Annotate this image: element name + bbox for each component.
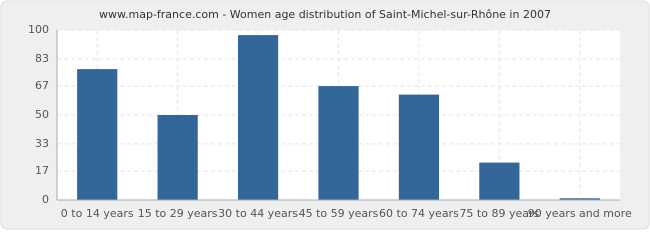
x-tick-label: 30 to 44 years — [218, 207, 298, 220]
y-tick-label: 83 — [35, 52, 49, 65]
y-tick-label: 50 — [35, 108, 49, 121]
x-tick-label: 0 to 14 years — [61, 207, 134, 220]
chart: www.map-france.com - Women age distribut… — [0, 0, 650, 230]
x-tick-label: 15 to 29 years — [138, 207, 218, 220]
bar — [559, 198, 600, 200]
x-tick-label: 45 to 59 years — [299, 207, 379, 220]
page: www.map-france.com - Women age distribut… — [0, 0, 650, 230]
bar — [77, 69, 118, 200]
y-tick-label: 0 — [42, 193, 49, 206]
x-tick-label: 75 to 89 years — [459, 207, 539, 220]
chart-title: www.map-france.com - Women age distribut… — [99, 8, 551, 21]
bar — [398, 94, 440, 200]
y-tick-label: 17 — [35, 164, 49, 177]
y-tick-label: 100 — [28, 23, 49, 36]
y-tick-label: 33 — [35, 137, 49, 150]
bar — [237, 35, 279, 200]
y-tick-label: 67 — [35, 79, 49, 92]
bar — [157, 115, 198, 200]
x-tick-label: 60 to 74 years — [379, 207, 459, 220]
bar — [318, 86, 359, 200]
x-tick-label: 90 years and more — [528, 207, 632, 220]
bar — [479, 162, 520, 200]
